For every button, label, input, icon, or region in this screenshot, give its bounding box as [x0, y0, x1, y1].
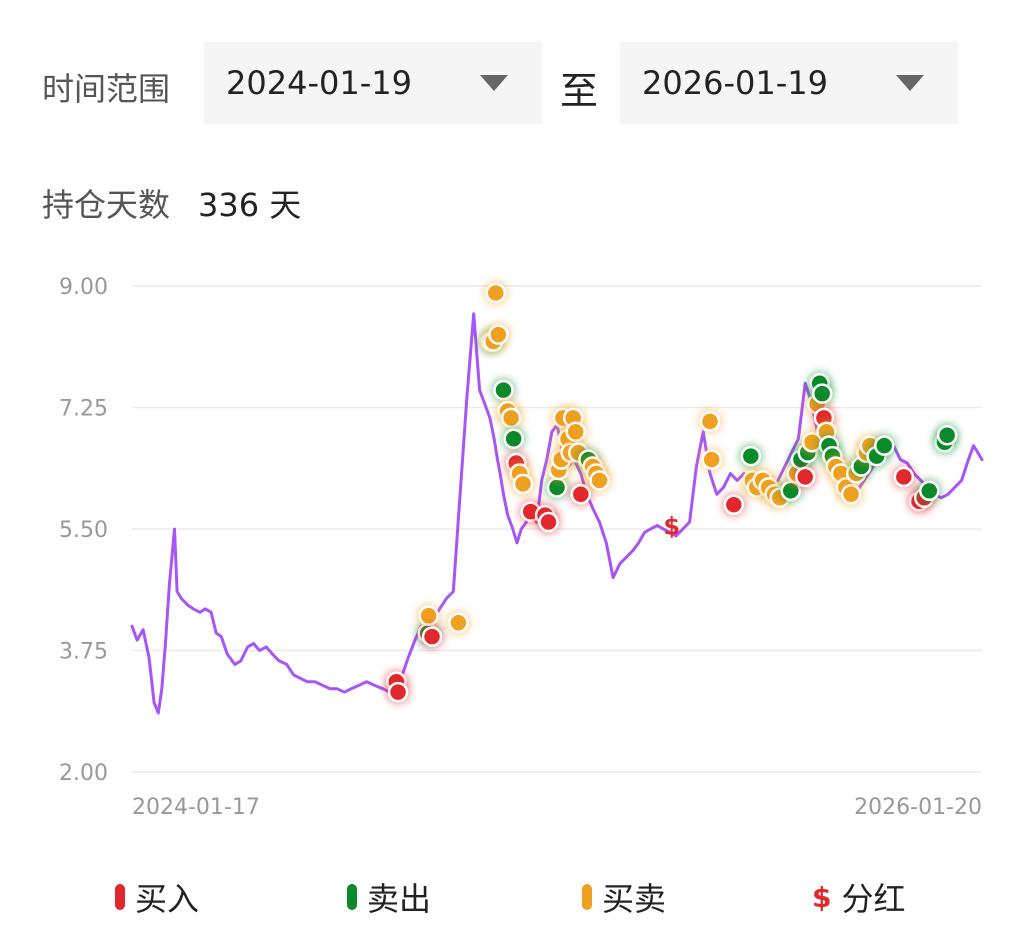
buy-marker[interactable]: [793, 464, 818, 489]
sell-marker[interactable]: [545, 475, 569, 500]
start-date-value: 2024-01-19: [226, 64, 412, 102]
holding-days-label: 持仓天数: [42, 186, 171, 224]
price-line: [130, 312, 984, 715]
end-date-value: 2026-01-19: [642, 64, 828, 102]
sell-marker[interactable]: [491, 378, 516, 403]
legend-item-sell: 卖出: [347, 872, 431, 922]
buy-marker[interactable]: [891, 464, 916, 489]
buy-swatch: [115, 884, 125, 910]
y-tick-label: 2.00: [59, 761, 108, 786]
date-range-label: 时间范围: [42, 70, 171, 108]
start-date-dropdown[interactable]: 2024-01-19: [204, 42, 542, 124]
buy-marker[interactable]: [420, 624, 445, 649]
x-axis-start-label: 2024-01-17: [132, 795, 260, 820]
legend-item-both: 买卖: [582, 872, 666, 922]
both-marker[interactable]: [699, 447, 724, 472]
price-chart: 9.00 7.25 5.50 3.75 2.00 $ 2024-01-17 2026-0…: [59, 275, 984, 820]
sell-marker[interactable]: [917, 478, 942, 503]
sell-marker[interactable]: [501, 426, 526, 451]
both-marker[interactable]: [486, 322, 511, 347]
both-marker[interactable]: [698, 409, 722, 434]
legend-item-buy: 买入: [115, 872, 199, 922]
sell-marker[interactable]: [935, 423, 960, 448]
both-marker[interactable]: [587, 468, 612, 493]
legend-label: 买卖: [602, 880, 667, 918]
sell-marker[interactable]: [738, 444, 763, 469]
legend-item-dividend: $ 分红: [812, 872, 906, 922]
date-range-filter: 时间范围 2024-01-19 至 2026-01-19: [0, 42, 1024, 124]
end-date-dropdown[interactable]: 2026-01-19: [620, 42, 958, 124]
x-axis-end-label: 2026-01-20: [854, 795, 982, 820]
both-swatch: [582, 884, 592, 910]
y-tick-label: 5.50: [59, 518, 108, 543]
sell-marker[interactable]: [872, 433, 897, 458]
both-marker[interactable]: [446, 610, 471, 635]
buy-marker[interactable]: [536, 510, 561, 535]
dollar-icon: $: [812, 880, 832, 914]
buy-marker[interactable]: [568, 482, 593, 507]
y-tick-label: 3.75: [59, 640, 108, 665]
both-marker[interactable]: [563, 419, 588, 444]
sell-swatch: [347, 884, 357, 910]
both-marker[interactable]: [499, 405, 524, 430]
both-marker[interactable]: [511, 471, 535, 496]
y-tick-label: 9.00: [59, 275, 108, 300]
buy-marker[interactable]: [386, 680, 411, 705]
both-marker[interactable]: [483, 280, 508, 305]
holding-days-value: 336 天: [198, 186, 302, 224]
y-tick-label: 7.25: [59, 397, 108, 422]
legend-label: 分红: [841, 880, 906, 918]
dividend-marker[interactable]: $: [663, 513, 680, 541]
legend-label: 卖出: [367, 880, 432, 918]
chevron-down-icon: [480, 75, 508, 91]
both-marker[interactable]: [416, 603, 441, 628]
holding-days: 持仓天数 336 天: [42, 180, 301, 226]
chevron-down-icon: [896, 75, 924, 91]
sell-marker[interactable]: [810, 381, 835, 406]
range-separator: 至: [560, 69, 599, 113]
buy-marker[interactable]: [721, 492, 746, 517]
legend-label: 买入: [135, 880, 200, 918]
both-marker[interactable]: [839, 482, 864, 507]
